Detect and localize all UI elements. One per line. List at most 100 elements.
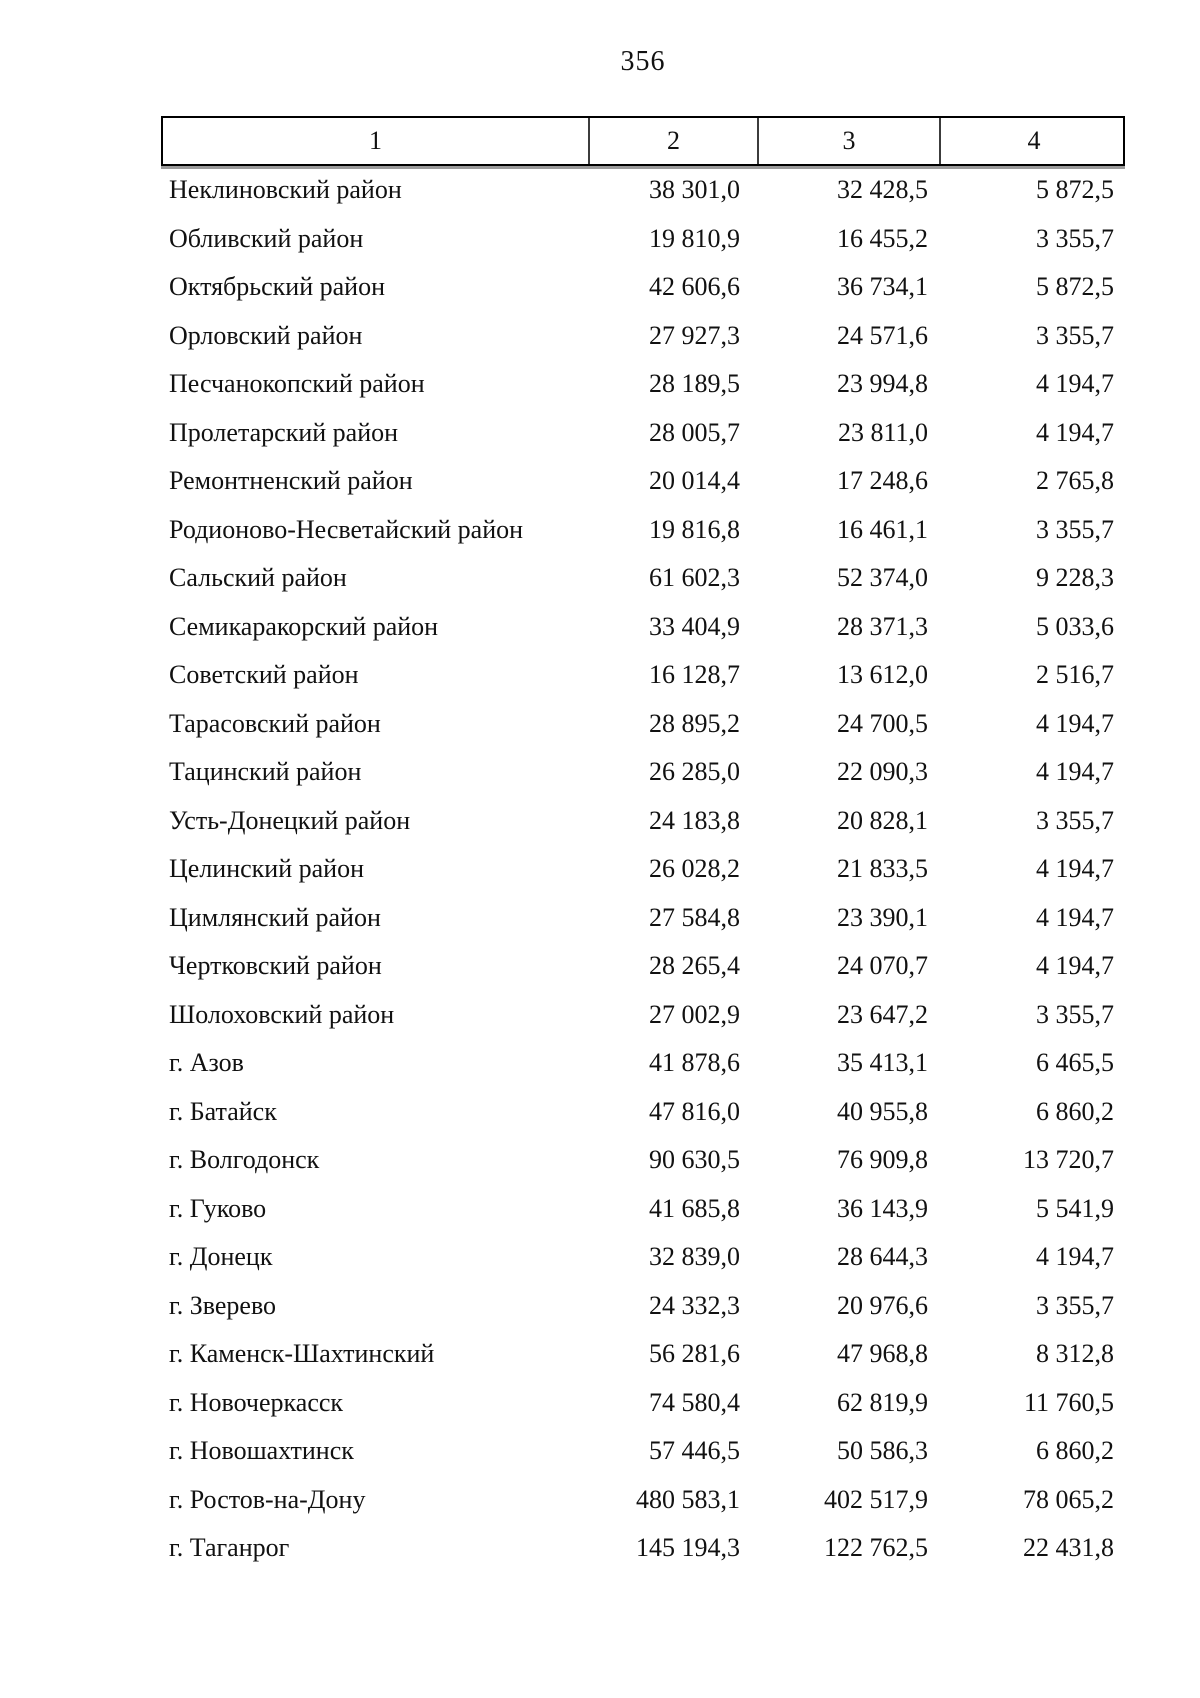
value-cell-col4: 4 194,7 [1036, 369, 1114, 398]
district-name-cell: г. Ростов-на-Дону [169, 1484, 366, 1514]
district-name-cell: Песчанокопский район [169, 369, 425, 398]
page-number: 356 [620, 46, 666, 77]
district-name-cell: г. Батайск [169, 1096, 277, 1126]
value-cell-col4: 3 355,7 [1036, 1290, 1114, 1320]
table-header-row: 1 2 3 4 [161, 116, 1125, 166]
value-cell-col4: 5 033,6 [1036, 611, 1114, 641]
table-row: г. Каменск-Шахтинский 56 281,6 47 968,8 8 3… [161, 1330, 1125, 1379]
value-cell-col4: 6 465,5 [1036, 1048, 1114, 1077]
value-cell-col4: 4 194,7 [1036, 902, 1114, 932]
table-row: Песчанокопский район 28 189,5 23 994,8 4 19… [161, 360, 1125, 409]
value-cell-col2: 42 606,6 [649, 272, 740, 301]
value-cell-col4: 4 194,7 [1036, 1242, 1114, 1271]
district-name-cell: Орловский район [169, 320, 363, 350]
table-row: г. Донецк 32 839,0 28 644,3 4 194,7 [161, 1233, 1125, 1282]
value-cell-col2: 19 810,9 [649, 223, 740, 253]
value-cell-col3: 28 644,3 [837, 1242, 928, 1271]
district-name-cell: Усть-Донецкий район [169, 805, 411, 835]
district-name-cell: г. Зверево [169, 1290, 277, 1320]
district-name-cell: Семикаракорский район [169, 611, 439, 641]
table-row: г. Ростов-на-Дону 480 583,1 402 517,9 78 06… [161, 1476, 1125, 1525]
value-cell-col2: 61 602,3 [649, 563, 740, 592]
table-row: Шолоховский район 27 002,9 23 647,2 3 355,7 [161, 991, 1125, 1040]
value-cell-col4: 5 872,5 [1036, 175, 1114, 204]
value-cell-col3: 22 090,3 [837, 757, 928, 786]
value-cell-col3: 76 909,8 [837, 1145, 928, 1174]
value-cell-col3: 62 819,9 [837, 1387, 928, 1417]
table-row: Ремонтненский район 20 014,4 17 248,6 2 765… [161, 457, 1125, 506]
district-name-cell: Родионово-Несветайский район [169, 514, 524, 544]
value-cell-col2: 74 580,4 [649, 1387, 740, 1417]
value-cell-col2: 27 927,3 [649, 320, 740, 350]
table-row: Советский район 16 128,7 13 612,0 2 516,7 [161, 651, 1125, 700]
value-cell-col2: 27 002,9 [649, 999, 740, 1029]
district-name-cell: Октябрьский район [169, 272, 385, 301]
table-row: Чертковский район 28 265,4 24 070,7 4 194,7 [161, 942, 1125, 991]
value-cell-col2: 28 265,4 [649, 951, 740, 980]
value-cell-col4: 4 194,7 [1036, 417, 1114, 447]
value-cell-col3: 36 734,1 [837, 272, 928, 301]
value-cell-col2: 20 014,4 [649, 466, 740, 495]
value-cell-col4: 3 355,7 [1036, 514, 1114, 544]
value-cell-col3: 402 517,9 [824, 1484, 928, 1514]
value-cell-col2: 38 301,0 [649, 175, 740, 204]
value-cell-col4: 3 355,7 [1036, 223, 1114, 253]
table-row: Орловский район 27 927,3 24 571,6 3 355,7 [161, 312, 1125, 361]
value-cell-col3: 32 428,5 [837, 175, 928, 204]
value-cell-col3: 21 833,5 [837, 854, 928, 883]
district-name-cell: Пролетарский район [169, 417, 399, 447]
value-cell-col2: 28 895,2 [649, 708, 740, 738]
table-row: Сальский район 61 602,3 52 374,0 9 228,3 [161, 554, 1125, 603]
table-row: Родионово-Несветайский район 19 816,8 16 4… [161, 506, 1125, 555]
value-cell-col3: 122 762,5 [824, 1533, 928, 1562]
district-name-cell: г. Донецк [169, 1242, 273, 1271]
value-cell-col3: 35 413,1 [837, 1048, 928, 1077]
value-cell-col2: 19 816,8 [649, 514, 740, 544]
table-row: Тарасовский район 28 895,2 24 700,5 4 194,7 [161, 700, 1125, 749]
value-cell-col3: 16 461,1 [837, 514, 928, 544]
value-cell-col3: 36 143,9 [837, 1193, 928, 1223]
table-body: Неклиновский район 38 301,0 32 428,5 5 872,… [161, 166, 1125, 1573]
table-row: Тацинский район 26 285,0 22 090,3 4 194,7 [161, 748, 1125, 797]
value-cell-col3: 28 371,3 [837, 611, 928, 641]
value-cell-col4: 22 431,8 [1023, 1533, 1114, 1562]
value-cell-col3: 47 968,8 [837, 1339, 928, 1368]
value-cell-col2: 27 584,8 [649, 902, 740, 932]
value-cell-col4: 2 765,8 [1036, 466, 1114, 495]
district-name-cell: Обливский район [169, 223, 364, 253]
value-cell-col2: 47 816,0 [649, 1096, 740, 1126]
value-cell-col2: 24 332,3 [649, 1290, 740, 1320]
table-row: Цимлянский район 27 584,8 23 390,1 4 194,7 [161, 894, 1125, 943]
value-cell-col3: 50 586,3 [837, 1436, 928, 1465]
value-cell-col4: 9 228,3 [1036, 563, 1114, 592]
value-cell-col4: 5 872,5 [1036, 272, 1114, 301]
value-cell-col4: 78 065,2 [1023, 1484, 1114, 1514]
district-name-cell: г. Новочеркасск [169, 1387, 344, 1417]
value-cell-col3: 24 070,7 [837, 951, 928, 980]
value-cell-col2: 33 404,9 [649, 611, 740, 641]
value-cell-col3: 23 647,2 [837, 999, 928, 1029]
district-name-cell: Цимлянский район [169, 902, 381, 932]
value-cell-col2: 16 128,7 [649, 660, 740, 689]
value-cell-col3: 40 955,8 [837, 1096, 928, 1126]
table-row: г. Волгодонск 90 630,5 76 909,8 13 720,7 [161, 1136, 1125, 1185]
value-cell-col3: 23 811,0 [837, 417, 928, 447]
district-name-cell: Неклиновский район [169, 175, 402, 204]
value-cell-col4: 13 720,7 [1023, 1145, 1114, 1174]
district-name-cell: Целинский район [169, 854, 364, 883]
table-row: г. Гуково 41 685,8 36 143,9 5 541,9 [161, 1185, 1125, 1234]
district-name-cell: Шолоховский район [169, 999, 395, 1029]
district-name-cell: Тарасовский район [169, 708, 381, 738]
value-cell-col2: 480 583,1 [636, 1484, 740, 1514]
value-cell-col4: 4 194,7 [1036, 951, 1114, 980]
table-row: Октябрьский район 42 606,6 36 734,1 5 872,5 [161, 263, 1125, 312]
table-row: г. Зверево 24 332,3 20 976,6 3 355,7 [161, 1282, 1125, 1331]
value-cell-col3: 20 828,1 [837, 805, 928, 835]
value-cell-col4: 11 760,5 [1023, 1387, 1114, 1417]
table-row: Пролетарский район 28 005,7 23 811,0 4 194,… [161, 409, 1125, 458]
table-row: г. Батайск 47 816,0 40 955,8 6 860,2 [161, 1088, 1125, 1137]
value-cell-col2: 90 630,5 [649, 1145, 740, 1174]
value-cell-col2: 26 285,0 [649, 757, 740, 786]
value-cell-col4: 6 860,2 [1036, 1436, 1114, 1465]
value-cell-col3: 20 976,6 [837, 1290, 928, 1320]
